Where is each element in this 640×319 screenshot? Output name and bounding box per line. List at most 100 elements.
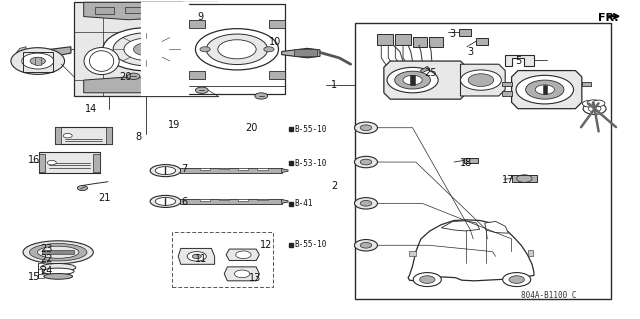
Polygon shape bbox=[189, 70, 205, 78]
Polygon shape bbox=[502, 91, 511, 96]
Circle shape bbox=[509, 276, 524, 283]
Circle shape bbox=[200, 47, 210, 52]
Polygon shape bbox=[84, 2, 182, 20]
Circle shape bbox=[355, 156, 378, 168]
Circle shape bbox=[592, 100, 605, 107]
Circle shape bbox=[468, 74, 493, 86]
Circle shape bbox=[502, 272, 531, 286]
Polygon shape bbox=[269, 70, 285, 78]
Text: 20: 20 bbox=[246, 123, 258, 133]
Bar bbox=[378, 34, 394, 45]
Text: B-53-10: B-53-10 bbox=[294, 159, 327, 168]
Circle shape bbox=[461, 70, 501, 90]
Text: 22: 22 bbox=[40, 254, 53, 263]
Bar bbox=[106, 127, 113, 144]
Text: 5: 5 bbox=[515, 56, 521, 66]
Circle shape bbox=[22, 53, 54, 69]
Circle shape bbox=[103, 28, 189, 71]
Polygon shape bbox=[505, 55, 534, 66]
Bar bbox=[55, 127, 113, 144]
Circle shape bbox=[355, 197, 378, 209]
Bar bbox=[294, 49, 317, 56]
Bar bbox=[95, 7, 115, 14]
Bar bbox=[355, 23, 611, 299]
Polygon shape bbox=[464, 158, 478, 163]
Text: 24: 24 bbox=[40, 266, 53, 276]
Polygon shape bbox=[178, 249, 214, 264]
Circle shape bbox=[525, 80, 564, 99]
Circle shape bbox=[420, 276, 435, 283]
Bar bbox=[396, 34, 412, 45]
Bar bbox=[39, 152, 100, 173]
Text: 8: 8 bbox=[135, 132, 141, 142]
Circle shape bbox=[218, 40, 256, 59]
Text: 1: 1 bbox=[331, 80, 337, 90]
Polygon shape bbox=[74, 2, 218, 96]
Polygon shape bbox=[582, 82, 591, 86]
Bar bbox=[35, 57, 41, 65]
Bar bbox=[460, 29, 470, 36]
Text: 9: 9 bbox=[197, 11, 203, 22]
Polygon shape bbox=[502, 82, 511, 86]
Circle shape bbox=[134, 43, 159, 56]
Text: 11: 11 bbox=[195, 254, 207, 263]
Ellipse shape bbox=[37, 246, 79, 258]
Circle shape bbox=[360, 125, 372, 130]
Circle shape bbox=[11, 48, 65, 74]
Circle shape bbox=[127, 73, 140, 79]
Text: 6: 6 bbox=[182, 197, 188, 207]
Text: 3: 3 bbox=[450, 29, 456, 39]
Ellipse shape bbox=[156, 167, 175, 174]
Text: 17: 17 bbox=[502, 175, 514, 185]
Circle shape bbox=[355, 122, 378, 133]
Bar bbox=[476, 38, 488, 45]
Bar bbox=[528, 250, 533, 256]
Text: 18: 18 bbox=[460, 158, 472, 168]
Polygon shape bbox=[17, 47, 71, 59]
Circle shape bbox=[187, 252, 206, 261]
Text: 804A-B1100 C: 804A-B1100 C bbox=[521, 291, 577, 300]
Polygon shape bbox=[408, 220, 534, 281]
Polygon shape bbox=[219, 199, 229, 200]
Polygon shape bbox=[442, 221, 479, 231]
Ellipse shape bbox=[150, 196, 180, 207]
Text: FR.: FR. bbox=[598, 13, 619, 23]
Text: 13: 13 bbox=[249, 273, 261, 283]
Polygon shape bbox=[484, 221, 508, 233]
Polygon shape bbox=[200, 168, 210, 170]
Bar bbox=[410, 75, 415, 85]
Circle shape bbox=[192, 254, 201, 259]
Circle shape bbox=[236, 251, 251, 259]
Circle shape bbox=[124, 38, 169, 60]
Text: 14: 14 bbox=[85, 104, 97, 114]
Bar bbox=[410, 251, 416, 256]
Circle shape bbox=[63, 133, 72, 138]
Polygon shape bbox=[420, 66, 430, 73]
Bar bbox=[413, 37, 427, 47]
Circle shape bbox=[77, 186, 88, 191]
Polygon shape bbox=[179, 199, 282, 204]
Polygon shape bbox=[189, 20, 205, 28]
Polygon shape bbox=[224, 267, 259, 281]
Ellipse shape bbox=[84, 48, 119, 75]
Text: B-41: B-41 bbox=[294, 199, 313, 208]
Bar bbox=[39, 154, 45, 172]
Polygon shape bbox=[238, 199, 248, 201]
Ellipse shape bbox=[150, 165, 180, 177]
Text: 21: 21 bbox=[99, 193, 111, 203]
Circle shape bbox=[360, 159, 372, 165]
Bar bbox=[42, 250, 74, 254]
Ellipse shape bbox=[42, 268, 74, 274]
Text: B-55-10: B-55-10 bbox=[294, 125, 327, 134]
Circle shape bbox=[588, 100, 600, 106]
Bar bbox=[55, 127, 61, 144]
Ellipse shape bbox=[44, 273, 72, 279]
Circle shape bbox=[395, 71, 431, 89]
Text: 2: 2 bbox=[331, 182, 337, 191]
Circle shape bbox=[113, 33, 179, 66]
Polygon shape bbox=[84, 77, 182, 93]
Polygon shape bbox=[141, 2, 288, 96]
Text: 16: 16 bbox=[28, 155, 41, 165]
Circle shape bbox=[195, 87, 208, 93]
Polygon shape bbox=[179, 168, 282, 173]
